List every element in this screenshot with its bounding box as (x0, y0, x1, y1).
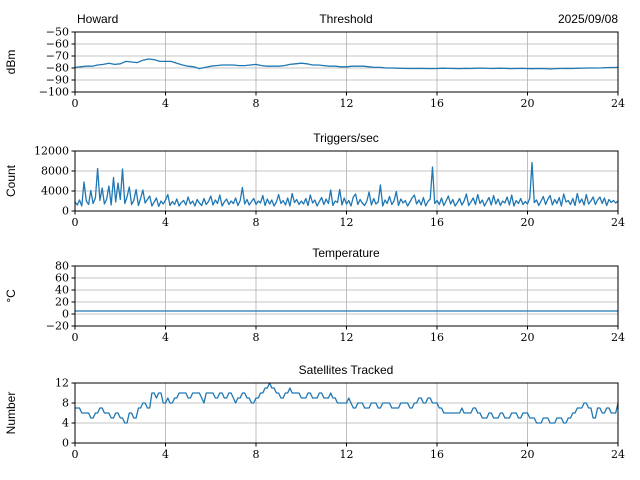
y-tick-label: 4 (62, 417, 69, 430)
x-tick-label: 0 (72, 448, 79, 461)
x-tick-label: 4 (162, 97, 169, 110)
y-axis-label: dBm (4, 50, 18, 75)
y-tick-label: 0 (62, 308, 69, 321)
chart-title-right: 2025/09/08 (558, 12, 618, 26)
x-tick-label: 8 (253, 331, 260, 344)
x-tick-label: 16 (430, 216, 444, 229)
chart-band-triggers: Triggers/sec Count 0 4 8 12 16 20 24 0 4000 8000 1… (0, 120, 640, 240)
data-line (74, 161, 619, 208)
y-tick-label: −50 (46, 26, 69, 39)
x-tick-label: 12 (340, 97, 354, 110)
x-tick-label: 4 (162, 216, 169, 229)
x-tick-label: 20 (521, 216, 535, 229)
x-tick-label: 24 (611, 216, 625, 229)
y-tick-label: −100 (39, 86, 69, 99)
y-tick-label: −80 (46, 62, 69, 75)
y-tick-label: −20 (46, 320, 69, 333)
x-tick-label: 0 (72, 216, 79, 229)
chart-band-threshold: Howard Threshold 2025/09/08 dBm 0 4 8 12 16 2… (0, 0, 640, 120)
y-tick-label: 0 (62, 437, 69, 450)
x-tick-label: 20 (521, 97, 535, 110)
satellites-chart: Satellites Tracked Number 0 4 8 12 16 20 24 0 4 8… (4, 363, 625, 461)
chart-band-satellites: Satellites Tracked Number 0 4 8 12 16 20 24 0 4 8… (0, 360, 640, 480)
threshold-chart: Howard Threshold 2025/09/08 dBm 0 4 8 12 16 2… (4, 12, 625, 110)
x-tick-label: 24 (611, 97, 625, 110)
x-tick-label: 8 (253, 448, 260, 461)
y-tick-label: 80 (55, 260, 69, 273)
chart-title-left: Howard (77, 12, 118, 26)
y-axis-label: Number (4, 392, 18, 435)
y-tick-label: 40 (55, 284, 69, 297)
x-tick-label: 8 (253, 97, 260, 110)
y-tick-label: 60 (55, 272, 69, 285)
y-axis-label: Count (4, 164, 18, 197)
data-line (74, 382, 619, 424)
x-tick-label: 24 (611, 448, 625, 461)
x-tick-label: 20 (521, 448, 535, 461)
x-tick-label: 4 (162, 331, 169, 344)
y-tick-label: −60 (46, 38, 69, 51)
x-tick-label: 20 (521, 331, 535, 344)
x-tick-label: 4 (162, 448, 169, 461)
chart-title: Triggers/sec (313, 131, 379, 145)
x-tick-label: 16 (430, 448, 444, 461)
y-tick-label: 12000 (34, 145, 69, 158)
x-tick-label: 0 (72, 331, 79, 344)
chart-band-temperature: Temperature °C 0 4 8 12 16 20 24 −20 0 20 40 60 80 (0, 240, 640, 360)
x-tick-label: 16 (430, 331, 444, 344)
y-tick-label: −70 (46, 50, 69, 63)
y-tick-label: 20 (55, 296, 69, 309)
y-tick-label: 0 (62, 205, 69, 218)
x-tick-label: 12 (340, 448, 354, 461)
x-tick-label: 0 (72, 97, 79, 110)
x-tick-label: 12 (340, 216, 354, 229)
y-tick-label: 4000 (41, 185, 69, 198)
x-tick-label: 8 (253, 216, 260, 229)
x-tick-label: 16 (430, 97, 444, 110)
y-tick-label: 8 (62, 397, 69, 410)
x-tick-label: 24 (611, 331, 625, 344)
x-tick-label: 12 (340, 331, 354, 344)
data-line (74, 58, 619, 70)
y-tick-label: 12 (55, 377, 69, 390)
chart-title: Threshold (319, 12, 372, 26)
y-tick-label: 8000 (41, 165, 69, 178)
y-tick-label: −90 (46, 74, 69, 87)
y-axis-label: °C (4, 289, 18, 303)
chart-title: Satellites Tracked (299, 363, 394, 377)
triggers-chart: Triggers/sec Count 0 4 8 12 16 20 24 0 4000 8000 1… (4, 131, 625, 229)
chart-title: Temperature (312, 246, 380, 260)
